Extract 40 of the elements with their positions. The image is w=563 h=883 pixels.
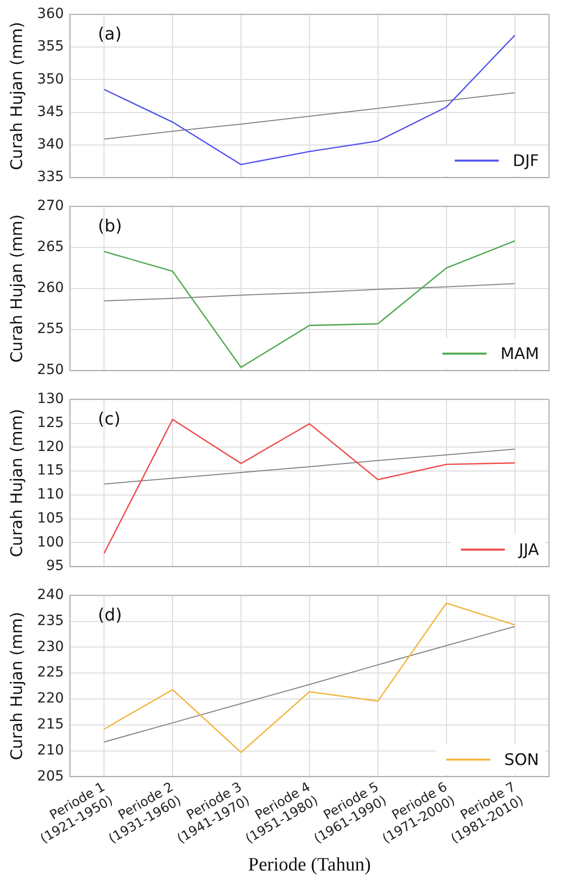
y-tick-label: 215 xyxy=(37,716,64,733)
y-tick-label: 355 xyxy=(37,38,64,55)
y-tick-label: 345 xyxy=(37,104,64,120)
y-tick-label: 105 xyxy=(37,510,64,526)
y-axis-title: Curah Hujan (mm) xyxy=(6,612,26,760)
y-tick-label: 120 xyxy=(37,438,64,455)
y-tick-label: 360 xyxy=(37,6,64,22)
legend-label: MAM xyxy=(500,344,540,363)
y-tick-label: 205 xyxy=(37,768,64,784)
y-tick-label: 350 xyxy=(37,71,64,88)
y-tick-label: 100 xyxy=(37,534,64,550)
y-axis-title: Curah Hujan (mm) xyxy=(6,408,26,558)
y-tick-label: 130 xyxy=(37,391,64,408)
y-tick-label: 115 xyxy=(37,462,64,479)
y-axis-title: Curah Hujan (mm) xyxy=(6,214,26,363)
y-tick-label: 270 xyxy=(37,198,64,214)
y-tick-label: 265 xyxy=(37,239,64,256)
y-axis-title: Curah Hujan (mm) xyxy=(6,22,26,170)
y-tick-label: 125 xyxy=(37,414,64,431)
y-tick-label: 255 xyxy=(37,321,64,338)
y-tick-label: 230 xyxy=(37,638,64,655)
annotation: (b) xyxy=(98,216,122,236)
y-tick-label: 335 xyxy=(37,169,64,186)
annotation: (a) xyxy=(98,24,122,44)
y-tick-label: 240 xyxy=(37,587,64,604)
y-tick-label: 235 xyxy=(37,612,64,629)
y-tick-label: 220 xyxy=(37,690,64,707)
y-tick-label: 340 xyxy=(37,136,64,153)
y-tick-label: 250 xyxy=(37,362,64,378)
annotation: (c) xyxy=(98,409,121,430)
y-tick-label: 260 xyxy=(37,280,64,296)
y-tick-label: 210 xyxy=(37,742,64,758)
y-tick-label: 225 xyxy=(37,664,64,681)
y-tick-label: 110 xyxy=(37,486,64,503)
legend-label: DJF xyxy=(512,150,540,170)
y-tick-label: 95 xyxy=(46,558,64,574)
x-axis-title: Periode (Tahun) xyxy=(248,854,371,876)
legend-label: SON xyxy=(504,750,539,769)
legend-label: JJA xyxy=(518,540,540,559)
annotation: (d) xyxy=(98,605,122,626)
